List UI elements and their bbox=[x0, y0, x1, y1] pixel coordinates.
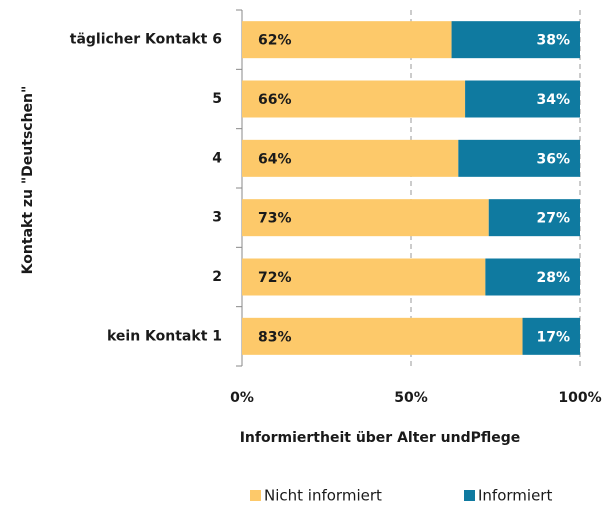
legend-label: Informiert bbox=[478, 487, 552, 505]
y-tick-label: 4 bbox=[212, 150, 222, 166]
bar bbox=[485, 258, 580, 296]
bar bbox=[242, 139, 459, 177]
data-label: 62% bbox=[258, 33, 292, 49]
data-label: 83% bbox=[258, 329, 292, 345]
data-label: 17% bbox=[536, 329, 570, 345]
x-tick-label: 50% bbox=[394, 390, 428, 406]
data-label: 66% bbox=[258, 92, 292, 108]
legend-label: Nicht informiert bbox=[264, 487, 382, 505]
y-tick-label: 3 bbox=[212, 210, 222, 226]
data-label: 72% bbox=[258, 270, 292, 286]
y-tick-label: 2 bbox=[212, 269, 222, 285]
y-tick-label: täglicher Kontakt 6 bbox=[70, 32, 222, 48]
bar bbox=[242, 258, 486, 296]
x-tick-label: 0% bbox=[230, 390, 254, 406]
data-label: 38% bbox=[536, 33, 570, 49]
data-label: 73% bbox=[258, 211, 292, 227]
y-tick-label: 5 bbox=[212, 91, 222, 107]
x-tick-label: 100% bbox=[558, 390, 601, 406]
bar bbox=[242, 317, 523, 355]
bar bbox=[488, 199, 580, 237]
data-label: 36% bbox=[536, 151, 570, 167]
x-axis-title: Informiertheit über Alter undPflege bbox=[240, 430, 521, 446]
bar bbox=[522, 317, 580, 355]
bar bbox=[242, 21, 452, 59]
bar bbox=[465, 80, 580, 118]
data-label: 34% bbox=[536, 92, 570, 108]
bar bbox=[242, 80, 466, 118]
bar bbox=[451, 21, 580, 59]
bar bbox=[242, 199, 489, 237]
legend-swatch bbox=[250, 490, 261, 501]
data-label: 27% bbox=[536, 211, 570, 227]
data-label: 28% bbox=[536, 270, 570, 286]
legend-swatch bbox=[464, 490, 475, 501]
data-label: 64% bbox=[258, 151, 292, 167]
bar bbox=[458, 139, 580, 177]
y-axis-title: Kontakt zu "Deutschen" bbox=[20, 86, 36, 275]
y-tick-label: kein Kontakt 1 bbox=[107, 328, 222, 344]
